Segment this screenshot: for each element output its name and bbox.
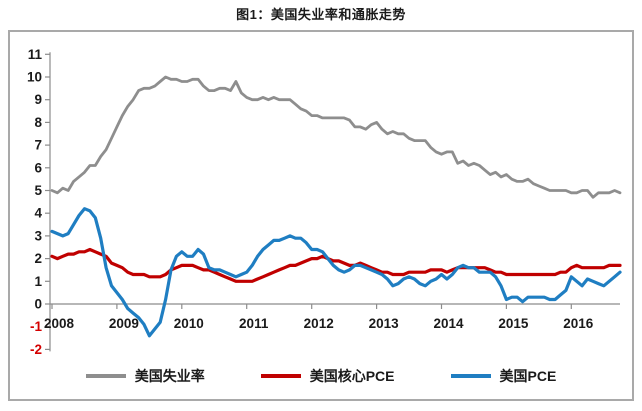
y-axis-label-8: 8: [34, 115, 42, 130]
series-line-core-pce: [50, 247, 622, 283]
legend-label-unemployment: 美国失业率: [134, 368, 205, 384]
x-axis-label-2011: 2011: [239, 316, 269, 331]
y-axis-label-7: 7: [34, 138, 42, 153]
y-axis-label-3: 3: [34, 228, 42, 243]
x-axis-label-2010: 2010: [174, 316, 204, 331]
x-axis-label-2013: 2013: [369, 316, 400, 331]
legend-swatch-core-pce: [260, 374, 301, 378]
y-axis-label--2: -2: [30, 342, 42, 357]
x-axis-label-2014: 2014: [433, 316, 464, 331]
chart-title: 图1：美国失业率和通胀走势: [236, 7, 406, 22]
y-axis-label--1: -1: [30, 319, 42, 334]
x-axis-label-2009: 2009: [109, 316, 139, 331]
y-axis-label-2: 2: [34, 251, 42, 266]
y-axis-label-1: 1: [34, 274, 42, 289]
chart-box: 11 10 9 8 7 6 5 4 3 2 1 0 -1 -2 2008 2009 2010 2011 2012 20…: [8, 30, 634, 401]
series-line-unemployment: [50, 75, 622, 199]
y-axis-label-11: 11: [28, 47, 43, 62]
y-axis-label-10: 10: [27, 70, 42, 85]
legend: 美国失业率 美国核心PCE 美国PCE: [10, 366, 632, 386]
legend-item-pce: 美国PCE: [450, 366, 557, 386]
x-axis-label-2015: 2015: [498, 316, 529, 331]
legend-swatch-pce: [450, 374, 491, 378]
y-axis-label-4: 4: [34, 206, 42, 221]
x-axis-label-2016: 2016: [563, 316, 594, 331]
x-axis-label-2012: 2012: [304, 316, 334, 331]
legend-item-unemployment: 美国失业率: [85, 366, 205, 386]
y-axis-label-6: 6: [34, 160, 42, 175]
series-line-pce: [50, 207, 622, 338]
y-axis-label-5: 5: [34, 183, 42, 198]
legend-swatch-unemployment: [85, 374, 126, 378]
y-axis-label-0: 0: [34, 297, 42, 312]
legend-label-pce: 美国PCE: [499, 368, 557, 384]
y-axis-label-9: 9: [34, 92, 42, 107]
x-axis-label-2008: 2008: [44, 316, 75, 331]
legend-label-core-pce: 美国核心PCE: [309, 368, 395, 384]
legend-item-core-pce: 美国核心PCE: [260, 366, 395, 386]
